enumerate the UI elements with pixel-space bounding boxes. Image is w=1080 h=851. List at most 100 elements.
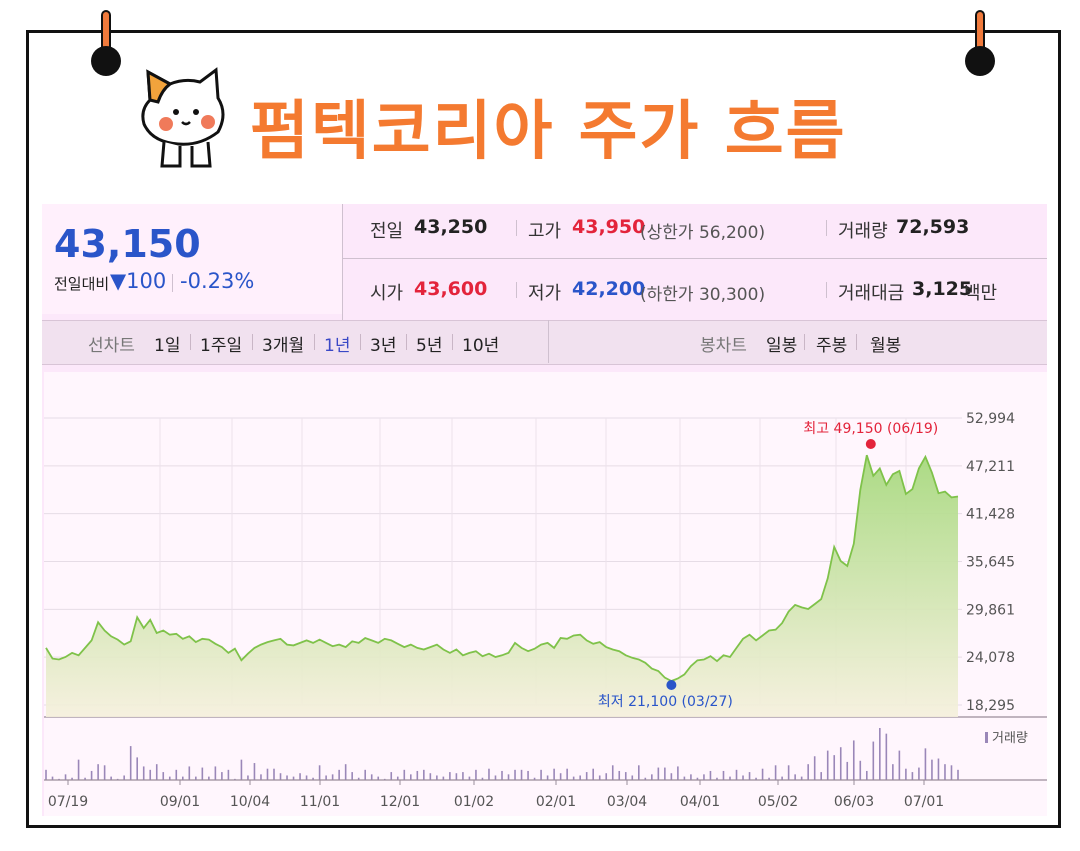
- volume-bar: [566, 768, 568, 780]
- volume-bar: [690, 774, 692, 780]
- volume-bar: [90, 770, 93, 780]
- volume-bar: [455, 773, 458, 780]
- tab-10y[interactable]: 10년: [462, 336, 500, 356]
- volume-bar: [677, 766, 679, 780]
- volume-bar: [866, 770, 868, 780]
- volume-bar: [618, 770, 621, 780]
- tab-3m[interactable]: 3개월: [262, 336, 305, 356]
- high-label: 고가: [528, 221, 562, 242]
- divider: [516, 220, 517, 236]
- change-percent: -0.23%: [180, 269, 255, 293]
- volume-bar: [501, 770, 503, 780]
- tab-1y[interactable]: 1년: [324, 336, 351, 356]
- volume-bar: [540, 769, 542, 780]
- tab-1d[interactable]: 1일: [154, 336, 181, 356]
- volume-bar: [800, 776, 803, 780]
- y-tick-label: 52,994: [966, 411, 1015, 427]
- volume-bar: [97, 764, 99, 780]
- volume-bar: [579, 775, 581, 780]
- volume-label: 거래량: [838, 221, 888, 242]
- divider: [172, 274, 173, 292]
- divider: [252, 334, 253, 350]
- price-line: [45, 454, 959, 682]
- volume-bar: [51, 776, 54, 780]
- tab-weekly[interactable]: 주봉: [816, 336, 848, 356]
- tab-3y[interactable]: 3년: [370, 336, 397, 356]
- divider: [826, 220, 827, 236]
- divider: [856, 334, 857, 350]
- x-tick-label: 07/01: [904, 794, 944, 810]
- volume-bar: [820, 772, 822, 780]
- volume-bar: [937, 758, 940, 780]
- volume-bar: [110, 776, 112, 780]
- change-value: ▼100: [110, 269, 167, 293]
- volume-bar: [71, 777, 73, 780]
- cat-mascot-icon: [141, 67, 225, 168]
- right-pin-hole: [965, 46, 995, 76]
- volume-bar: [755, 777, 757, 780]
- volume-bar: [286, 775, 288, 780]
- volume-bar: [168, 776, 171, 780]
- x-tick-label: 05/02: [758, 794, 798, 810]
- left-pin-hole: [91, 46, 121, 76]
- volume-bar: [716, 777, 718, 780]
- low-value: 42,200: [572, 278, 646, 300]
- volume-bar: [533, 777, 536, 780]
- volume-bar: [638, 765, 640, 780]
- volume-bar: [605, 773, 608, 780]
- volume-bar: [514, 769, 516, 780]
- volume-bar: [279, 773, 282, 780]
- volume-legend-label: 거래량: [992, 731, 1028, 746]
- volume-bar: [64, 774, 67, 780]
- volume-bar: [299, 773, 301, 780]
- volume-bar: [520, 769, 523, 780]
- volume-bar: [449, 772, 451, 780]
- volume-bar: [729, 776, 731, 780]
- annotations: 최고 49,150 (06/19) 최저 21,100 (03/27): [598, 421, 938, 710]
- volume-bar: [735, 769, 738, 780]
- volume-bar: [657, 767, 660, 780]
- y-tick-label: 47,211: [966, 459, 1015, 475]
- amount-unit: 백만: [964, 283, 998, 304]
- volume-bar: [559, 773, 562, 780]
- low-marker: [666, 680, 677, 690]
- volume-bar: [247, 775, 249, 780]
- volume-bar: [833, 755, 836, 780]
- divider: [804, 334, 805, 350]
- volume-bar: [266, 768, 269, 780]
- tab-1w[interactable]: 1주일: [200, 336, 243, 356]
- volume-bar: [240, 759, 243, 780]
- volume-bar: [325, 775, 327, 780]
- volume-bar: [592, 768, 594, 780]
- volume-bar: [885, 733, 888, 780]
- volume-bar: [931, 759, 933, 780]
- volume-bar: [182, 776, 184, 780]
- volume-bar: [396, 776, 399, 780]
- volume-bar: [924, 748, 927, 780]
- volume-bar: [416, 770, 419, 780]
- volume-bar: [944, 764, 946, 780]
- high-marker: [865, 439, 876, 449]
- amount-value: 3,125: [912, 278, 973, 300]
- volume-bar: [364, 769, 366, 780]
- volume-bar: [377, 776, 380, 780]
- chart-tab-bar: [42, 320, 1047, 365]
- volume-bar: [227, 769, 230, 780]
- volume-bar: [553, 768, 555, 780]
- volume-bar: [221, 772, 223, 780]
- candle-chart-heading: 봉차트: [700, 336, 747, 356]
- volume-bar: [774, 765, 777, 780]
- volume-bar: [826, 750, 829, 780]
- low-label: 저가: [528, 283, 562, 304]
- volume-bar: [624, 772, 627, 780]
- volume-bar: [410, 774, 412, 780]
- y-tick-label: 18,295: [966, 698, 1015, 714]
- volume-bar: [631, 775, 634, 780]
- tab-monthly[interactable]: 월봉: [870, 336, 902, 356]
- volume-bars: 거래량: [44, 728, 1047, 781]
- upper-limit: (상한가 56,200): [640, 223, 766, 243]
- volume-bar: [611, 765, 614, 780]
- tab-daily[interactable]: 일봉: [766, 336, 798, 356]
- tab-5y[interactable]: 5년: [416, 336, 443, 356]
